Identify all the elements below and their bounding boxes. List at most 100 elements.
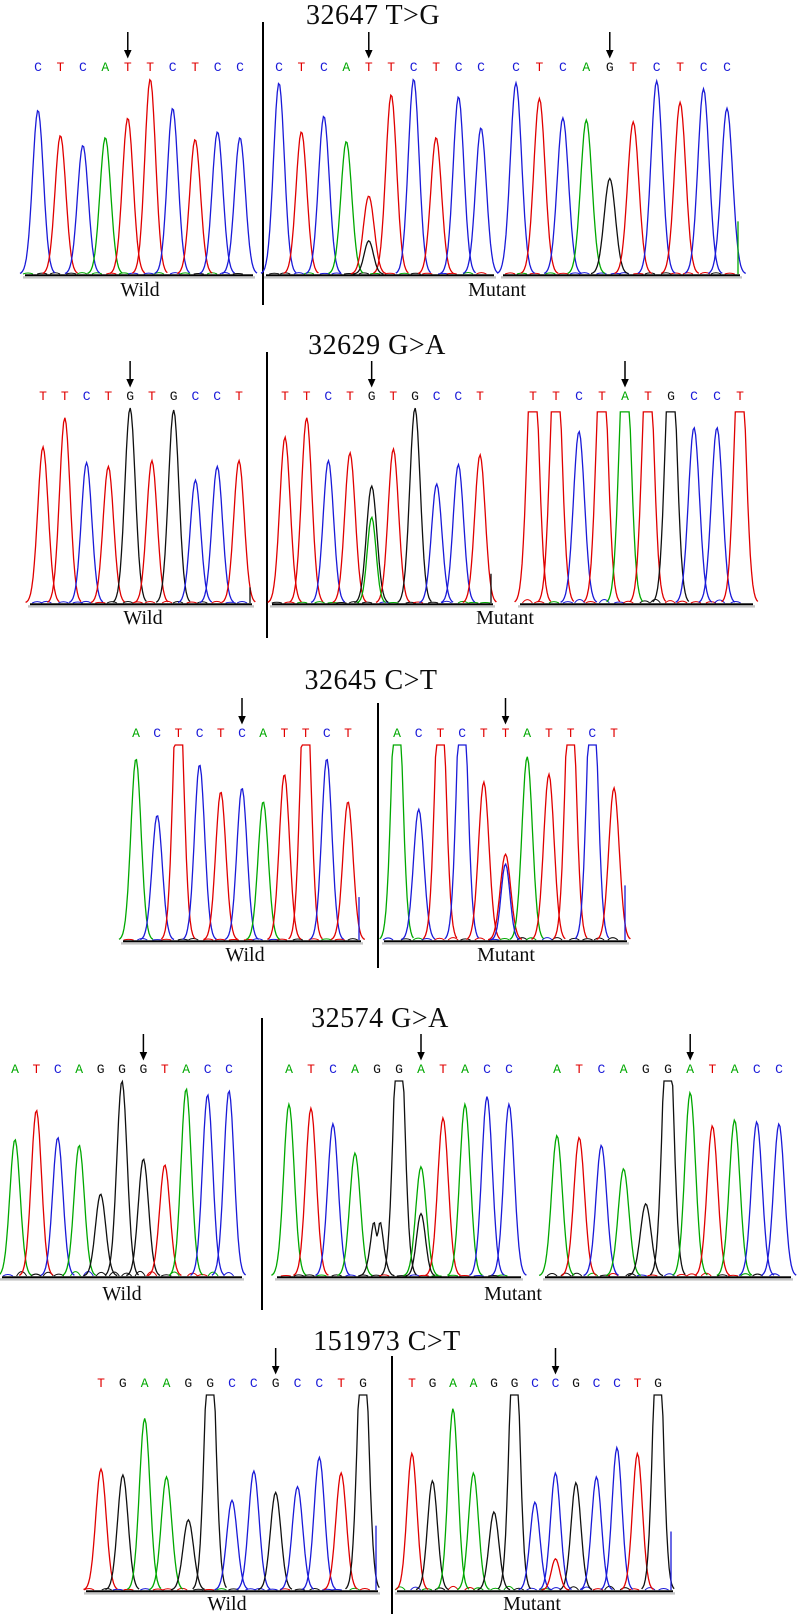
peak-C xyxy=(462,127,499,274)
peak-T xyxy=(293,1105,329,1276)
sequence-letter: G xyxy=(272,1376,280,1391)
sequence-letter: G xyxy=(572,1376,580,1391)
sequence-letter: T xyxy=(610,726,618,741)
peak-A xyxy=(403,1165,439,1277)
group-label-wild: Wild xyxy=(225,944,265,966)
baseline-shadow xyxy=(121,942,363,945)
sequence-letter: C xyxy=(294,1376,302,1391)
peak-T xyxy=(661,100,700,274)
sequence-letter: G xyxy=(118,1062,126,1077)
sequence-letter: T xyxy=(439,1062,447,1077)
sequence-letter: T xyxy=(736,389,744,404)
sequence-letter: C xyxy=(613,1376,621,1391)
peak-C xyxy=(19,109,56,274)
peak-T xyxy=(614,119,653,274)
peak-C xyxy=(760,1122,797,1276)
sequence-letter: T xyxy=(174,726,182,741)
sequence-letter: A xyxy=(11,1062,19,1077)
sequence-letter: T xyxy=(217,726,225,741)
sequence-letter: C xyxy=(723,60,731,75)
mutation-arrow-icon xyxy=(621,361,629,388)
sequence-letter: T xyxy=(432,60,440,75)
group-label-mutant: Mutant xyxy=(503,1593,561,1615)
sequence-letter: G xyxy=(411,389,419,404)
sequence-letter: T xyxy=(124,60,132,75)
baseline-shadow xyxy=(543,1278,793,1281)
peak-T xyxy=(629,411,667,603)
peak-T xyxy=(721,411,759,603)
baseline-noise xyxy=(521,598,741,604)
baseline-noise xyxy=(22,272,243,275)
sequence-letter: T xyxy=(337,1376,345,1391)
peak-G xyxy=(359,1221,395,1277)
peak-A xyxy=(126,1418,162,1590)
peak-G xyxy=(590,177,629,275)
peak-C xyxy=(469,1096,505,1276)
sequence-letter: A xyxy=(621,389,629,404)
peak-T xyxy=(537,411,575,603)
sequence-letter: T xyxy=(297,60,305,75)
peak-G xyxy=(345,1394,380,1590)
baseline-noise xyxy=(271,600,491,604)
sequence-letter: C xyxy=(588,726,596,741)
sequence-letter: G xyxy=(170,389,178,404)
peak-C xyxy=(518,1500,552,1591)
peak-C xyxy=(154,107,191,274)
peak-A xyxy=(148,1475,184,1591)
sequence-letter: T xyxy=(302,726,310,741)
wild-mutant-divider xyxy=(261,1018,263,1310)
baseline-bar xyxy=(397,1590,673,1593)
peak-A xyxy=(328,140,364,275)
sequence-letter: T xyxy=(545,726,553,741)
peak-G xyxy=(641,1394,675,1590)
sequence-letter: G xyxy=(119,1376,127,1391)
sequence-letter: T xyxy=(598,389,606,404)
peak-G xyxy=(112,407,147,603)
sequence-letter: C xyxy=(512,60,520,75)
sequence-letter: C xyxy=(83,389,91,404)
peak-A xyxy=(605,1167,642,1277)
peak-C xyxy=(698,426,736,603)
sequence-letter: A xyxy=(582,60,590,75)
panel-title: 32647 T>G xyxy=(305,0,441,31)
sequence-letter: G xyxy=(667,389,675,404)
sequence-letter: A xyxy=(75,1062,83,1077)
peak-G xyxy=(559,1481,593,1591)
sequence-letter: C xyxy=(238,726,246,741)
secondary-peak-T xyxy=(541,1557,570,1591)
peak-T xyxy=(323,1471,358,1591)
sequence-letter: C xyxy=(34,60,42,75)
peak-T xyxy=(514,411,552,603)
sequence-letter: T xyxy=(629,60,637,75)
sequence-letter: A xyxy=(182,1062,190,1077)
baseline-shadow xyxy=(395,1592,675,1595)
sequence-letter: G xyxy=(490,1376,498,1391)
panel-title: 151973 C>T xyxy=(313,1326,461,1357)
mutation-arrow-icon xyxy=(271,1348,280,1375)
sequence-letter: C xyxy=(415,726,423,741)
peak-T xyxy=(330,801,366,941)
baseline-shadow xyxy=(0,1278,244,1281)
sequence-letter: C xyxy=(597,1062,605,1077)
sequence-letter: T xyxy=(56,60,64,75)
sequence-letter: C xyxy=(505,1062,513,1077)
sequence-letter: G xyxy=(429,1376,437,1391)
peak-T xyxy=(47,417,82,603)
sequence-letter: A xyxy=(351,1062,359,1077)
peak-G xyxy=(104,1079,140,1276)
sequence-letter: C xyxy=(454,389,462,404)
peak-T xyxy=(520,96,559,274)
baseline-shadow xyxy=(518,605,755,608)
peak-C xyxy=(139,814,175,941)
panel-title: 32645 C>T xyxy=(304,665,438,696)
sequence-letter: T xyxy=(535,60,543,75)
peak-C xyxy=(560,429,598,603)
peak-T xyxy=(203,791,238,940)
